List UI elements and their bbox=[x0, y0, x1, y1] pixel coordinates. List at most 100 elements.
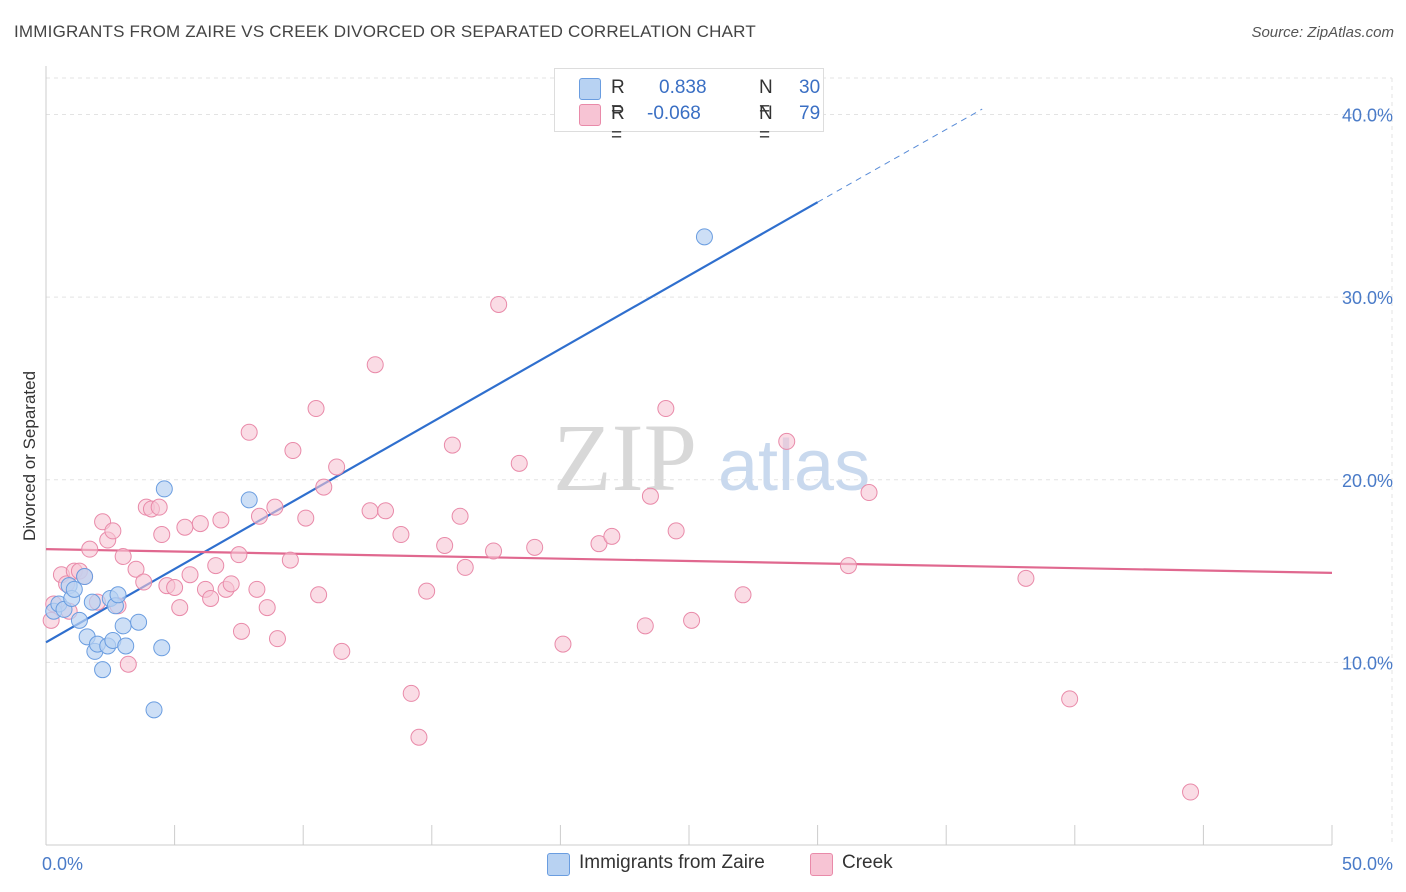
creek-point bbox=[641, 487, 659, 505]
zaire-point bbox=[65, 580, 83, 598]
zaire-point bbox=[145, 701, 163, 719]
creek-point bbox=[266, 498, 284, 516]
creek-point bbox=[392, 526, 410, 544]
creek-point bbox=[258, 599, 276, 617]
creek-point bbox=[667, 522, 685, 540]
creek-point bbox=[1182, 783, 1200, 801]
legend-swatch-pink bbox=[579, 104, 601, 126]
creek-point bbox=[104, 522, 122, 540]
creek-point bbox=[402, 684, 420, 702]
creek-point bbox=[268, 630, 286, 648]
creek-point bbox=[366, 356, 384, 374]
creek-point bbox=[683, 611, 701, 629]
zaire-trend-extension bbox=[817, 108, 983, 203]
bottom-swatch-blue bbox=[547, 853, 570, 876]
zaire-point bbox=[240, 491, 258, 509]
chart-title: IMMIGRANTS FROM ZAIRE VS CREEK DIVORCED … bbox=[14, 22, 756, 41]
zaire-point bbox=[114, 617, 132, 635]
creek-point bbox=[377, 502, 395, 520]
creek-point bbox=[181, 566, 199, 584]
creek-point bbox=[240, 423, 258, 441]
x-tick-label: 0.0% bbox=[42, 854, 83, 874]
zaire-point bbox=[130, 613, 148, 631]
zaire-point bbox=[83, 593, 101, 611]
creek-point bbox=[81, 540, 99, 558]
zaire-point bbox=[76, 568, 94, 586]
creek-trend-line bbox=[45, 548, 1333, 574]
y-axis-label: Divorced or Separated bbox=[20, 371, 39, 541]
creek-point bbox=[248, 580, 266, 598]
creek-point bbox=[510, 454, 528, 472]
y-tick-label: 30.0% bbox=[1342, 288, 1393, 308]
creek-point bbox=[456, 558, 474, 576]
legend-n-label: N = bbox=[759, 77, 773, 120]
zaire-trend-line bbox=[45, 201, 819, 644]
creek-point bbox=[202, 589, 220, 607]
creek-point bbox=[114, 547, 132, 565]
creek-point bbox=[603, 527, 621, 545]
zaire-point bbox=[695, 228, 713, 246]
zaire-point bbox=[117, 637, 135, 655]
creek-point bbox=[1061, 690, 1079, 708]
legend-r-label: R = bbox=[611, 77, 625, 120]
zaire-point bbox=[70, 611, 88, 629]
creek-point bbox=[328, 458, 346, 476]
creek-point bbox=[310, 586, 328, 604]
zaire-point bbox=[94, 661, 112, 679]
creek-point bbox=[333, 642, 351, 660]
legend-n-value: 30 bbox=[799, 77, 821, 98]
creek-point bbox=[150, 498, 168, 516]
zaire-point bbox=[153, 639, 171, 657]
tick-labels: 10.0% 20.0% 30.0% 40.0% 0.0% 50.0% bbox=[42, 106, 1393, 874]
legend-n-label: N = bbox=[759, 103, 773, 146]
creek-point bbox=[485, 542, 503, 560]
creek-point bbox=[212, 511, 230, 529]
creek-point bbox=[778, 432, 796, 450]
axes bbox=[45, 66, 1333, 846]
creek-point bbox=[281, 551, 299, 569]
bottom-legend-label: Immigrants from Zaire bbox=[579, 852, 765, 873]
creek-point bbox=[410, 728, 428, 746]
y-tick-label: 10.0% bbox=[1342, 653, 1393, 673]
creek-point bbox=[250, 507, 268, 525]
creek-point bbox=[734, 586, 752, 604]
creek-point bbox=[526, 538, 544, 556]
creek-point bbox=[554, 635, 572, 653]
creek-point bbox=[590, 535, 608, 553]
creek-point bbox=[436, 537, 454, 555]
creek-point bbox=[451, 507, 469, 525]
creek-point bbox=[222, 575, 240, 593]
creek-point bbox=[207, 557, 225, 575]
zaire-point bbox=[155, 480, 173, 498]
y-tick-label: 40.0% bbox=[1342, 106, 1393, 126]
creek-point bbox=[127, 560, 145, 578]
creek-point bbox=[135, 573, 153, 591]
creek-point bbox=[490, 295, 508, 313]
creek-point bbox=[307, 400, 325, 418]
y-tick-label: 20.0% bbox=[1342, 471, 1393, 491]
creek-point bbox=[171, 599, 189, 617]
creek-point bbox=[839, 557, 857, 575]
correlation-legend: R = 0.838 N = 30 R = -0.068 N = 79 bbox=[554, 68, 824, 146]
legend-r-value: -0.068 bbox=[647, 103, 701, 124]
creek-point bbox=[418, 582, 436, 600]
creek-point bbox=[361, 502, 379, 520]
source-credit: Source: ZipAtlas.com bbox=[1251, 24, 1394, 41]
bottom-legend-label: Creek bbox=[842, 852, 893, 873]
creek-point bbox=[443, 436, 461, 454]
creek-point bbox=[1017, 569, 1035, 587]
creek-point bbox=[636, 617, 654, 635]
legend-swatch-blue bbox=[579, 78, 601, 100]
bottom-swatch-pink bbox=[810, 853, 833, 876]
creek-point bbox=[166, 579, 184, 597]
zaire-point bbox=[109, 586, 127, 604]
zaire-points bbox=[45, 228, 713, 719]
x-tick-label: 50.0% bbox=[1342, 854, 1393, 874]
trend-lines bbox=[45, 108, 1333, 644]
creek-point bbox=[230, 546, 248, 564]
creek-point bbox=[119, 655, 137, 673]
creek-point bbox=[657, 400, 675, 418]
creek-point bbox=[191, 515, 209, 533]
creek-point bbox=[297, 509, 315, 527]
watermark-zip: ZIP bbox=[553, 404, 697, 511]
